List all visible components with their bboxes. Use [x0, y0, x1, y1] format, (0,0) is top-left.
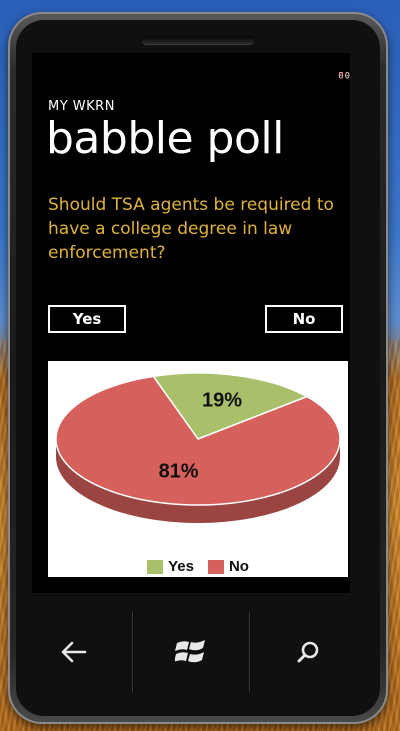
pie-slice-no: [55, 375, 341, 506]
windows-logo-icon: [175, 640, 205, 663]
search-button[interactable]: [250, 606, 366, 698]
poll-question: Should TSA agents be required to have a …: [48, 195, 334, 263]
yes-button[interactable]: Yes: [48, 305, 126, 333]
nav-divider-2: [249, 612, 250, 692]
nav-divider-1: [132, 612, 133, 692]
back-button[interactable]: [16, 606, 132, 698]
back-arrow-icon: [61, 641, 87, 663]
page-title: babble poll: [46, 113, 284, 164]
frame-rate-counter: 022 0000 003755 000 001 01.0506: [338, 67, 350, 337]
pie-label-no: 81%: [159, 461, 199, 483]
pie-chart-svg: 19% 81%: [55, 372, 341, 523]
earpiece-speaker: [142, 36, 254, 44]
poll-results-chart: 19% 81% Yes No: [48, 361, 348, 577]
legend-label-yes: Yes: [168, 558, 194, 575]
legend-swatch-yes: [147, 559, 164, 574]
legend-swatch-no: [207, 559, 224, 574]
pie-label-yes: 19%: [202, 390, 242, 412]
legend-item-no: No: [207, 558, 249, 575]
hardware-nav-bar: [16, 606, 364, 698]
legend-item-yes: Yes: [147, 558, 194, 575]
search-icon: [297, 641, 319, 663]
chart-legend: Yes No: [48, 558, 348, 575]
start-button[interactable]: [133, 606, 249, 698]
no-button[interactable]: No: [265, 305, 343, 333]
legend-label-no: No: [228, 558, 249, 575]
pie-side-no: [56, 439, 340, 523]
app-title: MY WKRN: [48, 99, 115, 114]
counter-white-text: 003755 000 001 01.0506: [338, 69, 350, 79]
pie-slice-yes: [152, 372, 309, 440]
phone-screen: 022 0000 003755 000 001 01.0506 MY WKRN …: [32, 53, 350, 593]
